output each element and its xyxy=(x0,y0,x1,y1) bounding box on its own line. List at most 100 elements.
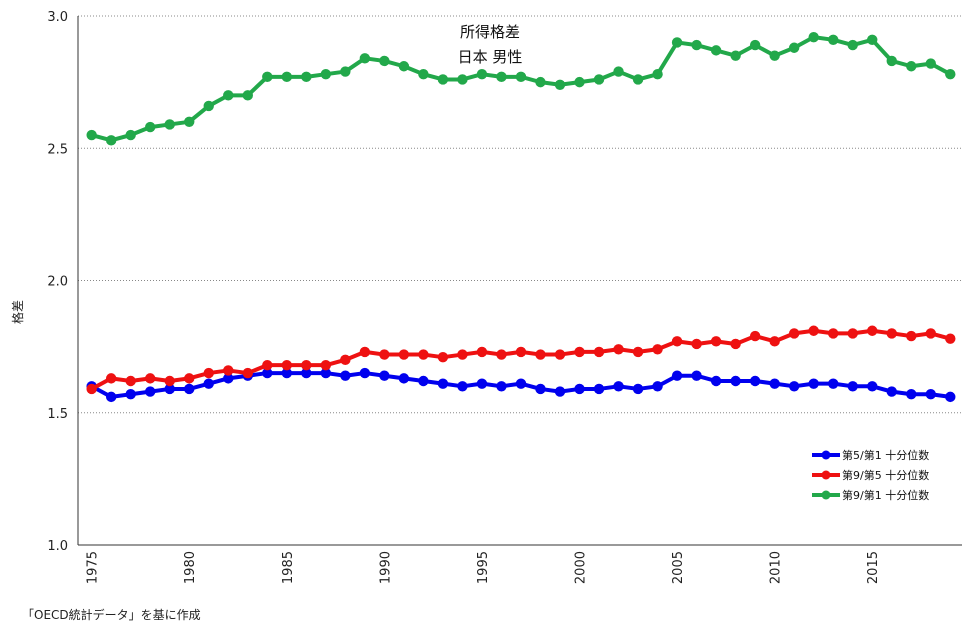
data-point xyxy=(340,66,351,77)
data-point xyxy=(808,378,819,389)
data-point xyxy=(105,373,117,384)
data-point xyxy=(886,55,897,67)
data-point xyxy=(593,74,605,85)
data-point xyxy=(749,375,761,387)
data-point xyxy=(476,68,488,80)
data-point xyxy=(164,375,175,387)
series-3 xyxy=(86,31,956,146)
x-tick-labels: 1975 1980 1985 1990 1995 2000 2005 2010 2015 xyxy=(86,551,882,584)
data-point xyxy=(105,135,117,146)
data-point xyxy=(320,367,332,379)
data-point xyxy=(867,34,878,46)
data-point xyxy=(691,39,702,51)
data-point xyxy=(535,383,546,395)
data-point xyxy=(574,346,585,358)
data-point xyxy=(613,381,624,392)
data-point xyxy=(847,381,858,392)
x-tick-label: 2005 xyxy=(671,551,686,584)
data-point xyxy=(359,367,371,379)
data-point xyxy=(535,349,546,360)
data-point xyxy=(886,386,897,397)
data-point xyxy=(554,386,566,397)
data-point xyxy=(184,373,195,384)
data-point xyxy=(515,71,527,83)
data-point xyxy=(125,389,136,400)
data-point xyxy=(437,378,449,389)
data-point xyxy=(457,349,468,360)
data-point xyxy=(398,373,410,384)
data-point xyxy=(691,338,702,350)
x-tick-label: 2010 xyxy=(769,551,784,584)
legend-item-1: 第5/第1 十分位数 xyxy=(812,448,929,462)
data-point xyxy=(496,71,507,83)
data-point xyxy=(769,378,780,389)
data-point xyxy=(418,68,429,80)
data-point xyxy=(788,42,800,53)
data-point xyxy=(515,346,527,358)
data-point xyxy=(164,119,175,130)
y-axis-label: 格差 xyxy=(10,300,25,324)
data-point xyxy=(184,116,195,128)
data-point xyxy=(945,333,956,344)
y-tick-label: 3.0 xyxy=(47,10,68,25)
data-point xyxy=(828,378,839,389)
data-point xyxy=(925,389,936,400)
data-point xyxy=(828,34,839,46)
data-point xyxy=(906,330,917,342)
data-point xyxy=(652,68,663,80)
gridlines xyxy=(78,15,962,414)
data-point xyxy=(886,328,897,339)
data-point xyxy=(145,386,156,397)
data-point xyxy=(574,383,585,395)
data-point xyxy=(788,328,800,339)
x-tick-label: 1990 xyxy=(378,551,393,584)
data-point xyxy=(710,336,722,347)
data-point xyxy=(554,79,566,90)
data-point xyxy=(223,365,234,376)
data-point xyxy=(203,378,214,389)
data-point xyxy=(164,383,175,395)
data-point xyxy=(515,378,527,389)
data-point xyxy=(652,344,663,355)
data-point xyxy=(632,383,644,395)
data-point xyxy=(906,389,917,400)
y-tick-label: 1.5 xyxy=(47,407,68,422)
data-point xyxy=(574,76,585,88)
data-point xyxy=(262,71,273,83)
data-point xyxy=(788,381,800,392)
x-tick-label: 1985 xyxy=(281,551,296,584)
y-tick-label: 2.0 xyxy=(47,275,68,290)
series-group xyxy=(86,31,956,403)
data-point xyxy=(847,328,858,339)
data-point xyxy=(379,55,390,67)
data-point xyxy=(613,66,624,77)
data-point xyxy=(769,50,780,61)
data-point xyxy=(457,381,468,392)
data-point xyxy=(418,375,429,387)
data-point xyxy=(398,61,410,72)
data-point xyxy=(145,121,156,133)
data-point xyxy=(593,383,605,395)
data-point xyxy=(671,370,683,381)
axes xyxy=(77,16,962,546)
data-point xyxy=(476,378,488,389)
data-point xyxy=(437,352,449,363)
data-point xyxy=(125,375,136,387)
data-point xyxy=(496,349,507,360)
data-point xyxy=(769,336,780,347)
data-point xyxy=(281,367,293,379)
data-point xyxy=(730,338,741,350)
data-point xyxy=(105,391,117,403)
data-point xyxy=(808,325,819,336)
data-point xyxy=(671,336,683,347)
legend-label: 第5/第1 十分位数 xyxy=(842,448,929,462)
data-point xyxy=(320,68,332,80)
data-point xyxy=(730,50,741,61)
data-point xyxy=(340,370,351,381)
data-point xyxy=(808,31,819,43)
legend-swatch-marker xyxy=(821,450,831,460)
data-point xyxy=(125,129,136,141)
data-point xyxy=(301,367,312,379)
data-point xyxy=(340,354,351,366)
